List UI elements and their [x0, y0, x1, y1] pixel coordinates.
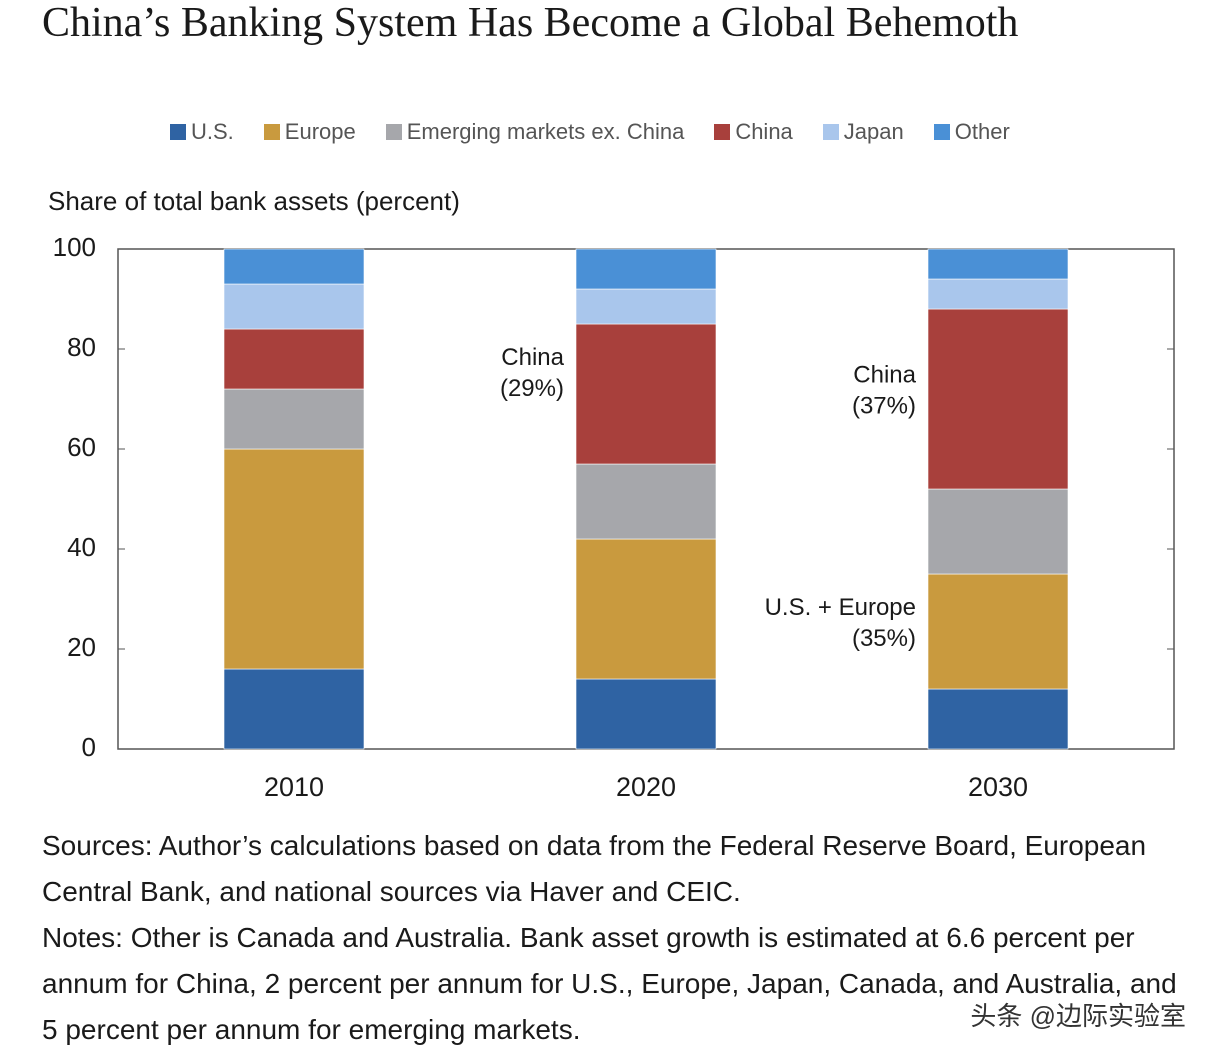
bar-segment-emerging-markets-ex-china-2010	[223, 388, 365, 450]
legend-item-u-s: U.S.	[170, 119, 234, 145]
bar-segment-japan-2020	[575, 288, 717, 325]
annotation-label: China	[501, 344, 564, 371]
bar-segment-europe-2020	[575, 538, 717, 680]
chart-title: China’s Banking System Has Become a Glob…	[42, 0, 1019, 46]
watermark: 头条 @边际实验室	[970, 1001, 1186, 1031]
stacked-bar-chart: 0 20 40 60 80 100 2010 2020 2030 China (29%) China (…	[53, 232, 1175, 802]
bar-segment-emerging-markets-ex-china-2030	[927, 488, 1069, 575]
legend-swatch	[714, 124, 731, 140]
sources-note: Sources: Author’s calculations based on …	[42, 830, 1147, 907]
x-tick-label: 2020	[616, 772, 676, 802]
y-tick-label: 40	[67, 532, 96, 562]
legend-item-japan: Japan	[822, 119, 904, 145]
bar-segment-japan-2030	[927, 278, 1069, 310]
footnotes: Sources: Author’s calculations based on …	[42, 823, 1192, 1053]
legend-label: Other	[954, 119, 1010, 144]
bar-segment-u-s-2030	[927, 688, 1069, 750]
legend-item-emerging-markets-ex-china: Emerging markets ex. China	[385, 119, 685, 145]
legend-label: Emerging markets ex. China	[406, 119, 685, 144]
bar-segment-china-2010	[223, 328, 365, 390]
bar-segment-china-2030	[927, 308, 1069, 490]
notes-text: Notes: Other is Canada and Australia. Ba…	[42, 922, 1177, 1045]
legend-item-china: China	[714, 119, 793, 145]
bar-segment-other-2030	[927, 248, 1069, 280]
y-tick-label: 20	[67, 632, 96, 662]
y-tick-label: 100	[53, 232, 96, 262]
x-tick-label: 2010	[264, 772, 324, 802]
legend-label: Japan	[843, 119, 904, 144]
legend-swatch	[263, 124, 280, 140]
bar-segment-china-2020	[575, 323, 717, 465]
bar-segment-japan-2010	[223, 283, 365, 330]
bar-segment-other-2010	[223, 248, 365, 285]
x-tick-label: 2030	[968, 772, 1028, 802]
bar-segment-europe-2030	[927, 573, 1069, 690]
bar-segment-europe-2010	[223, 448, 365, 670]
annotation-label: China	[853, 361, 916, 388]
legend-swatch	[385, 124, 402, 140]
y-tick-label: 80	[67, 332, 96, 362]
bar-segment-other-2020	[575, 248, 717, 290]
bar-segment-u-s-2010	[223, 668, 365, 750]
bar-segment-u-s-2020	[575, 678, 717, 750]
legend-label: Europe	[284, 119, 356, 144]
chart-legend: U.S. Europe Emerging markets ex. China Chin…	[170, 118, 1010, 146]
y-axis-label: Share of total bank assets (percent)	[48, 186, 460, 216]
y-tick-label: 0	[82, 732, 96, 762]
legend-swatch	[933, 124, 950, 140]
annotation-label: (35%)	[852, 625, 916, 652]
annotation-label: (29%)	[500, 375, 564, 402]
legend-label: U.S.	[191, 119, 234, 144]
bar-segment-emerging-markets-ex-china-2020	[575, 463, 717, 540]
annotation-label: U.S. + Europe	[765, 594, 916, 621]
legend-swatch	[822, 124, 839, 140]
legend-label: China	[735, 119, 793, 144]
legend-swatch	[170, 124, 186, 140]
legend-item-europe: Europe	[263, 119, 356, 145]
y-tick-label: 60	[67, 432, 96, 462]
legend-item-other: Other	[933, 119, 1010, 145]
annotation-label: (37%)	[852, 392, 916, 419]
